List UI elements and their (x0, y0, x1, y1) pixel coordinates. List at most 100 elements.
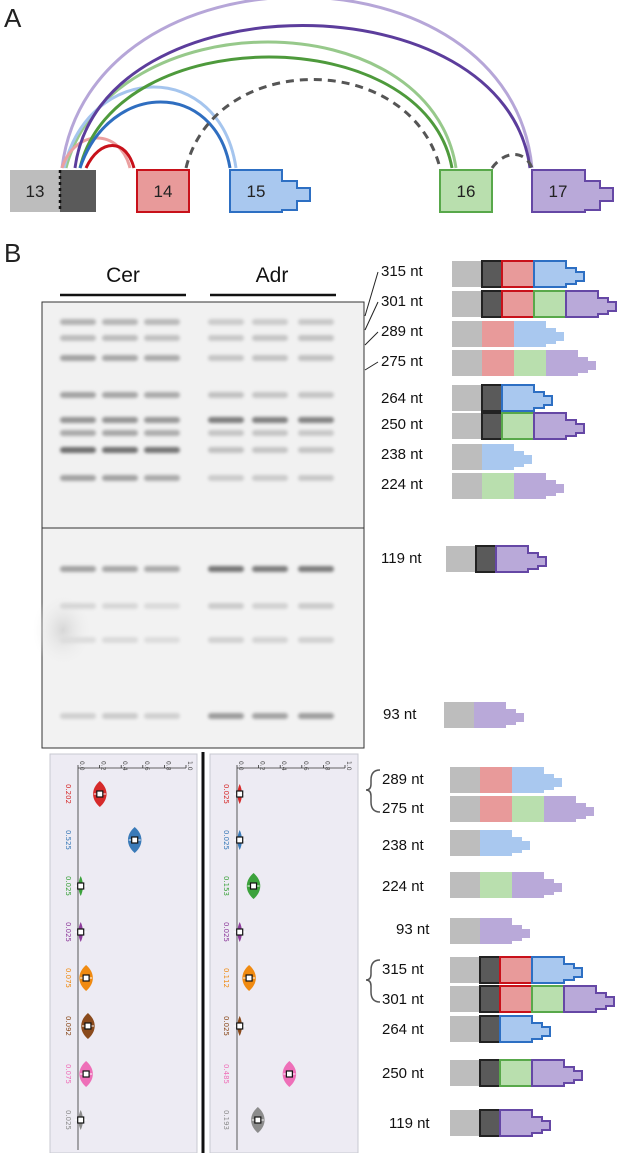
gel-band (60, 475, 96, 481)
gel-label-93: 93 nt (383, 706, 417, 723)
isoform-exon (475, 545, 497, 573)
arc-14-16-skip (184, 78, 442, 169)
violin-median-marker (77, 882, 85, 890)
isoform-exon (499, 956, 533, 984)
exon-17 (531, 169, 614, 213)
violin-value-label: 0.025 (222, 1016, 230, 1036)
gel-label-275: 275 nt (381, 353, 424, 370)
violin-axis-tick: 0.6 (143, 761, 150, 771)
gel-band (208, 447, 244, 453)
isoform-exon (531, 1059, 583, 1087)
violin-median-marker (285, 1070, 293, 1078)
gel-band (298, 447, 334, 453)
violin-median-marker (236, 836, 244, 844)
arc-13-16-dark (78, 55, 454, 169)
isoform-exon (479, 956, 501, 984)
isoform-exon (482, 444, 532, 470)
violin-value-label: 0.075 (64, 1064, 72, 1084)
legend-label-250: 250 nt (382, 1065, 425, 1082)
gel-band (60, 392, 96, 398)
gel-label-264: 264 nt (381, 390, 424, 407)
violin-median-marker (131, 836, 139, 844)
gel-blot-lower (33, 527, 365, 749)
isoform-exon (531, 985, 565, 1013)
gel-band (144, 335, 180, 341)
isoform-exon (512, 796, 544, 822)
isoform-exon (512, 767, 562, 793)
legend-label-275: 275 nt (382, 800, 425, 817)
violin-axis-tick: 0.2 (259, 761, 266, 771)
gel-band (252, 447, 288, 453)
isoform-exon (444, 702, 474, 728)
isoform-exon (450, 796, 480, 822)
gel-label-315: 315 nt (381, 263, 424, 280)
gel-band (252, 566, 288, 572)
arc-13-15-dark (78, 100, 232, 169)
gel-band (60, 566, 96, 572)
gel-band (252, 637, 288, 643)
violin-axis-tick: 1.0 (186, 761, 193, 771)
gel-band (298, 335, 334, 341)
gel-band (208, 335, 244, 341)
gel-band (252, 713, 288, 719)
exon-15 (229, 169, 311, 213)
gel-label-301: 301 nt (381, 293, 424, 310)
violin-median-marker (245, 974, 253, 982)
gel-band (298, 713, 334, 719)
violin-axis-tick: 0.2 (100, 761, 107, 771)
isoform-exon (533, 290, 567, 318)
gel-band (144, 430, 180, 436)
isoform-exon (499, 1015, 551, 1043)
isoform-exon (533, 260, 585, 288)
isoform-exon (514, 473, 564, 499)
gel-label-224: 224 nt (381, 476, 424, 493)
violin-value-label: 0.153 (222, 876, 230, 896)
splice-arcs (60, 0, 534, 169)
gel-band (298, 319, 334, 325)
gel-band (102, 355, 138, 361)
gel-band (252, 430, 288, 436)
gel-band (208, 417, 244, 423)
isoform-exon (450, 1016, 480, 1042)
isoform-exon (501, 260, 535, 288)
legend-label-224: 224 nt (382, 878, 425, 895)
gel-band (144, 603, 180, 609)
gel-band (102, 447, 138, 453)
gel-band (208, 475, 244, 481)
gel-band (298, 392, 334, 398)
violin-value-label: 0.025 (222, 784, 230, 804)
violin-panel-cer (49, 753, 198, 1153)
isoform-exon (452, 350, 482, 376)
violin-plots: 0.0 0.2 0.4 0.6 0.8 1.0 0.202 0.525 0.025 0.025 0.… (64, 761, 352, 1150)
isoform-exon (452, 385, 482, 411)
gel-band (252, 319, 288, 325)
arc-13-17-dark (73, 24, 532, 169)
isoform-exon (482, 473, 514, 499)
isoform-exon (452, 413, 482, 439)
gel-band (60, 603, 96, 609)
gel-band (102, 335, 138, 341)
gel-band (144, 566, 180, 572)
gel-band (208, 319, 244, 325)
isoform-exon (450, 830, 480, 856)
violin-median-marker (77, 928, 85, 936)
gel-band (102, 603, 138, 609)
violin-value-label: 0.075 (64, 968, 72, 988)
gel-label-119: 119 nt (381, 550, 422, 567)
isoform-exon (452, 321, 482, 347)
isoform-exon (450, 767, 480, 793)
violin-median-marker (82, 1070, 90, 1078)
bracket-289-275 (365, 769, 381, 813)
gel-band (252, 355, 288, 361)
violin-value-label: 0.025 (64, 922, 72, 942)
violin-median-marker (82, 974, 90, 982)
gel-band (144, 392, 180, 398)
isoform-exon (450, 918, 480, 944)
isoform-exon (452, 291, 482, 317)
gel-band (208, 713, 244, 719)
gel-band (60, 319, 96, 325)
gel-band (102, 637, 138, 643)
exon-14-label: 14 (154, 182, 173, 201)
gel-band (102, 713, 138, 719)
isoform-exon (479, 985, 501, 1013)
